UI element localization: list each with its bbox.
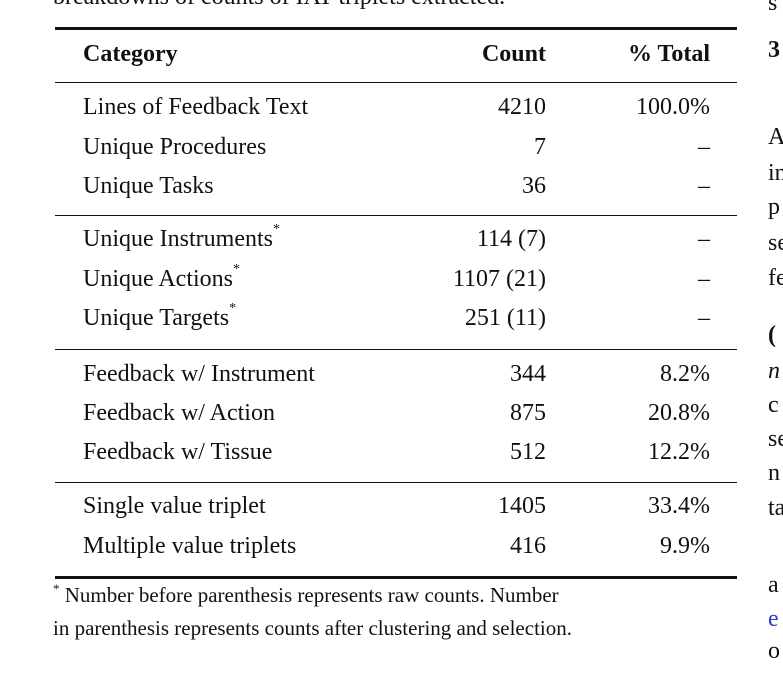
cell-pct: – [698, 266, 710, 292]
cell-pct: 9.9% [660, 533, 710, 559]
category-text: Lines of Feedback Text [83, 94, 309, 120]
table-row: Unique Instruments* 114 (7) – [0, 222, 783, 260]
cell-category: Feedback w/ Tissue [83, 439, 272, 466]
right-column-fragment: s [768, 0, 778, 16]
cell-pct: 100.0% [636, 94, 710, 120]
cell-category: Unique Tasks [83, 173, 214, 200]
cell-count: 4210 [498, 94, 546, 120]
footnote-marker: * [233, 262, 240, 277]
group-rule [55, 215, 737, 217]
group-rule [55, 349, 737, 351]
table-row: Unique Targets* 251 (11) – [0, 301, 783, 339]
category-text: Feedback w/ Tissue [83, 439, 273, 465]
right-column-fragment: n [768, 460, 780, 486]
footnote-text-1: Number before parenthesis represents raw… [64, 583, 559, 607]
footnote-marker: * [229, 301, 237, 316]
cell-count: 344 [510, 361, 546, 387]
right-column-fragment: c [768, 392, 779, 418]
cell-pct: – [698, 226, 710, 252]
category-text: Unique Tasks [83, 173, 214, 199]
cell-count: 36 [522, 173, 546, 199]
table-row: Feedback w/ Action 875 20.8% [0, 400, 783, 434]
cell-count: 7 [534, 134, 546, 160]
right-column-fragment: ( [768, 322, 776, 348]
category-text: Feedback w/ Action [83, 400, 275, 426]
right-column-fragment: n [768, 358, 780, 384]
right-column-fragment: ta [768, 495, 783, 521]
right-column-fragment: in [768, 160, 783, 186]
table-row: Feedback w/ Instrument 344 8.2% [0, 361, 783, 395]
cell-category: Unique Targets* [83, 301, 236, 332]
table-row: Multiple value triplets 416 9.9% [0, 533, 783, 567]
right-column-fragment: fe [768, 265, 783, 291]
cell-pct: – [698, 134, 710, 160]
right-column-fragment: e [768, 606, 779, 632]
cell-count: 251 (11) [464, 305, 546, 331]
cell-count: 1107 (21) [452, 266, 546, 292]
header-count: Count [481, 41, 546, 67]
category-text: Unique Targets [83, 305, 230, 331]
cell-category: Lines of Feedback Text [83, 94, 308, 121]
cell-category: Multiple value triplets [83, 533, 296, 560]
table-row: Single value triplet 1405 33.4% [0, 493, 783, 527]
header-category: Category [83, 41, 178, 67]
footnote-marker: * [272, 222, 280, 237]
right-column-fragment: se [768, 230, 783, 256]
table-row: Unique Procedures 7 – [0, 134, 783, 168]
right-column-fragment: a [768, 572, 779, 598]
footnote-line-1: * Number before parenthesis represents r… [53, 581, 559, 608]
cell-pct: 33.4% [648, 493, 710, 519]
cell-count: 512 [510, 439, 546, 465]
right-column-fragment: se [768, 426, 783, 452]
category-text: Single value triplet [83, 493, 266, 519]
category-text: Feedback w/ Instrument [83, 361, 315, 387]
cell-category: Feedback w/ Action [83, 400, 275, 427]
caption-fragment: breakdowns of counts of IAT triplets ext… [53, 0, 505, 11]
top-rule [55, 27, 737, 30]
table-row: Unique Actions* 1107 (21) – [0, 262, 783, 300]
cell-pct: 8.2% [660, 361, 710, 387]
header-pct: % Total [627, 41, 710, 67]
cell-pct: – [698, 173, 710, 199]
footnote-mark: * [53, 581, 60, 596]
table-row: Lines of Feedback Text 4210 100.0% [0, 94, 783, 128]
table-row: Feedback w/ Tissue 512 12.2% [0, 439, 783, 473]
cell-category: Unique Instruments* [83, 222, 280, 253]
category-text: Unique Instruments [83, 226, 273, 252]
right-column-fragment: 3 [768, 37, 780, 63]
right-column-fragment: o [768, 638, 780, 664]
header-rule [55, 82, 737, 84]
cell-count: 875 [510, 400, 546, 426]
group-rule [55, 482, 737, 484]
footnote-line-2: in parenthesis represents counts after c… [53, 616, 572, 640]
cell-pct: – [698, 305, 710, 331]
bottom-rule [55, 576, 737, 579]
category-text: Unique Procedures [83, 134, 267, 160]
right-column-fragment: A [768, 124, 783, 150]
cell-category: Unique Procedures [83, 134, 266, 161]
cell-count: 1405 [498, 493, 546, 519]
cell-pct: 20.8% [648, 400, 710, 426]
cell-category: Feedback w/ Instrument [83, 361, 315, 388]
right-column-fragment: p [768, 194, 780, 220]
category-text: Unique Actions [83, 266, 233, 292]
cell-category: Unique Actions* [83, 262, 240, 293]
table-header: Category Count % Total [0, 41, 783, 75]
cell-count: 114 (7) [476, 226, 546, 252]
cell-count: 416 [510, 533, 546, 559]
cell-pct: 12.2% [648, 439, 710, 465]
cell-category: Single value triplet [83, 493, 266, 520]
table-row: Unique Tasks 36 – [0, 173, 783, 207]
category-text: Multiple value triplets [83, 533, 297, 559]
